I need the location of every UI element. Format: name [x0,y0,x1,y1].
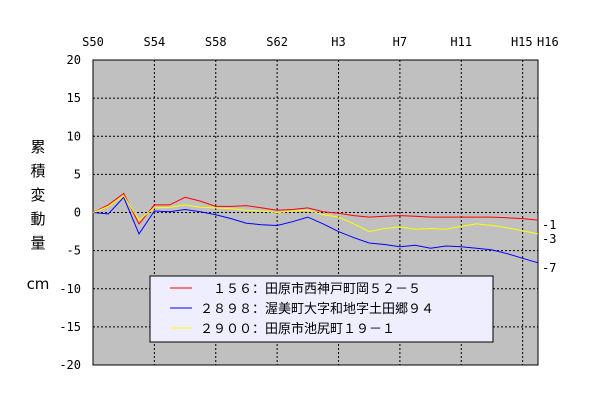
x-tick-label: S50 [82,35,104,49]
y-tick-label: 20 [67,53,81,67]
y-axis-label-char: 変 [30,186,45,204]
x-tick-labels: S50 S54 S58 S62 H3 H7 H11 H15 H16 [82,35,559,49]
legend-box [149,275,494,343]
y-tick-label: -10 [59,282,81,296]
series-line-2 [92,194,539,235]
series-line-0 [92,192,539,225]
y-axis-label-char: 動 [30,210,45,228]
y-axis-label-char: 積 [30,162,45,180]
x-tick-label: H15 [511,35,533,49]
series-end-label-1: -7 [542,261,556,275]
x-tick-label: H3 [331,35,345,49]
series-end-label-0: -1 [542,218,556,232]
legend-entry-1: ２８９８：渥美町大字和地字土田郷９４ [200,302,434,317]
x-tick-label: S58 [205,35,227,49]
y-tick-label: -20 [59,358,81,372]
x-tick-label: S62 [266,35,288,49]
y-tick-labels: 20 15 10 5 0 -5 -10 -15 -20 [59,53,81,372]
y-tick-label: 15 [67,91,81,105]
y-axis-label-char: 累 [30,138,45,156]
y-tick-label: 5 [74,167,81,181]
x-tick-label: H16 [537,35,559,49]
series-end-labels: -1 -7 -3 [542,218,556,275]
series-end-label-2: -3 [542,232,556,246]
legend-entry-2: ２９００：田原市池尻町１９－１ [200,321,395,337]
series-lines [92,192,539,264]
y-axis-label-char: 量 [30,234,45,252]
legend-entry-0: １５６：田原市西神戸町岡５２－５ [200,281,421,297]
x-tick-label: H11 [450,35,472,49]
y-tick-label: 10 [67,129,81,143]
y-tick-label: -15 [59,320,81,334]
y-axis-unit: cm [27,275,50,293]
y-tick-label: -5 [67,244,81,258]
series-line-1 [92,196,539,264]
x-tick-label: S54 [144,35,166,49]
y-tick-label: 0 [74,206,81,220]
x-tick-label: H7 [393,35,407,49]
legend: １５６：田原市西神戸町岡５２－５ ２８９８：渥美町大字和地字土田郷９４ ２９００：田… [149,275,494,343]
